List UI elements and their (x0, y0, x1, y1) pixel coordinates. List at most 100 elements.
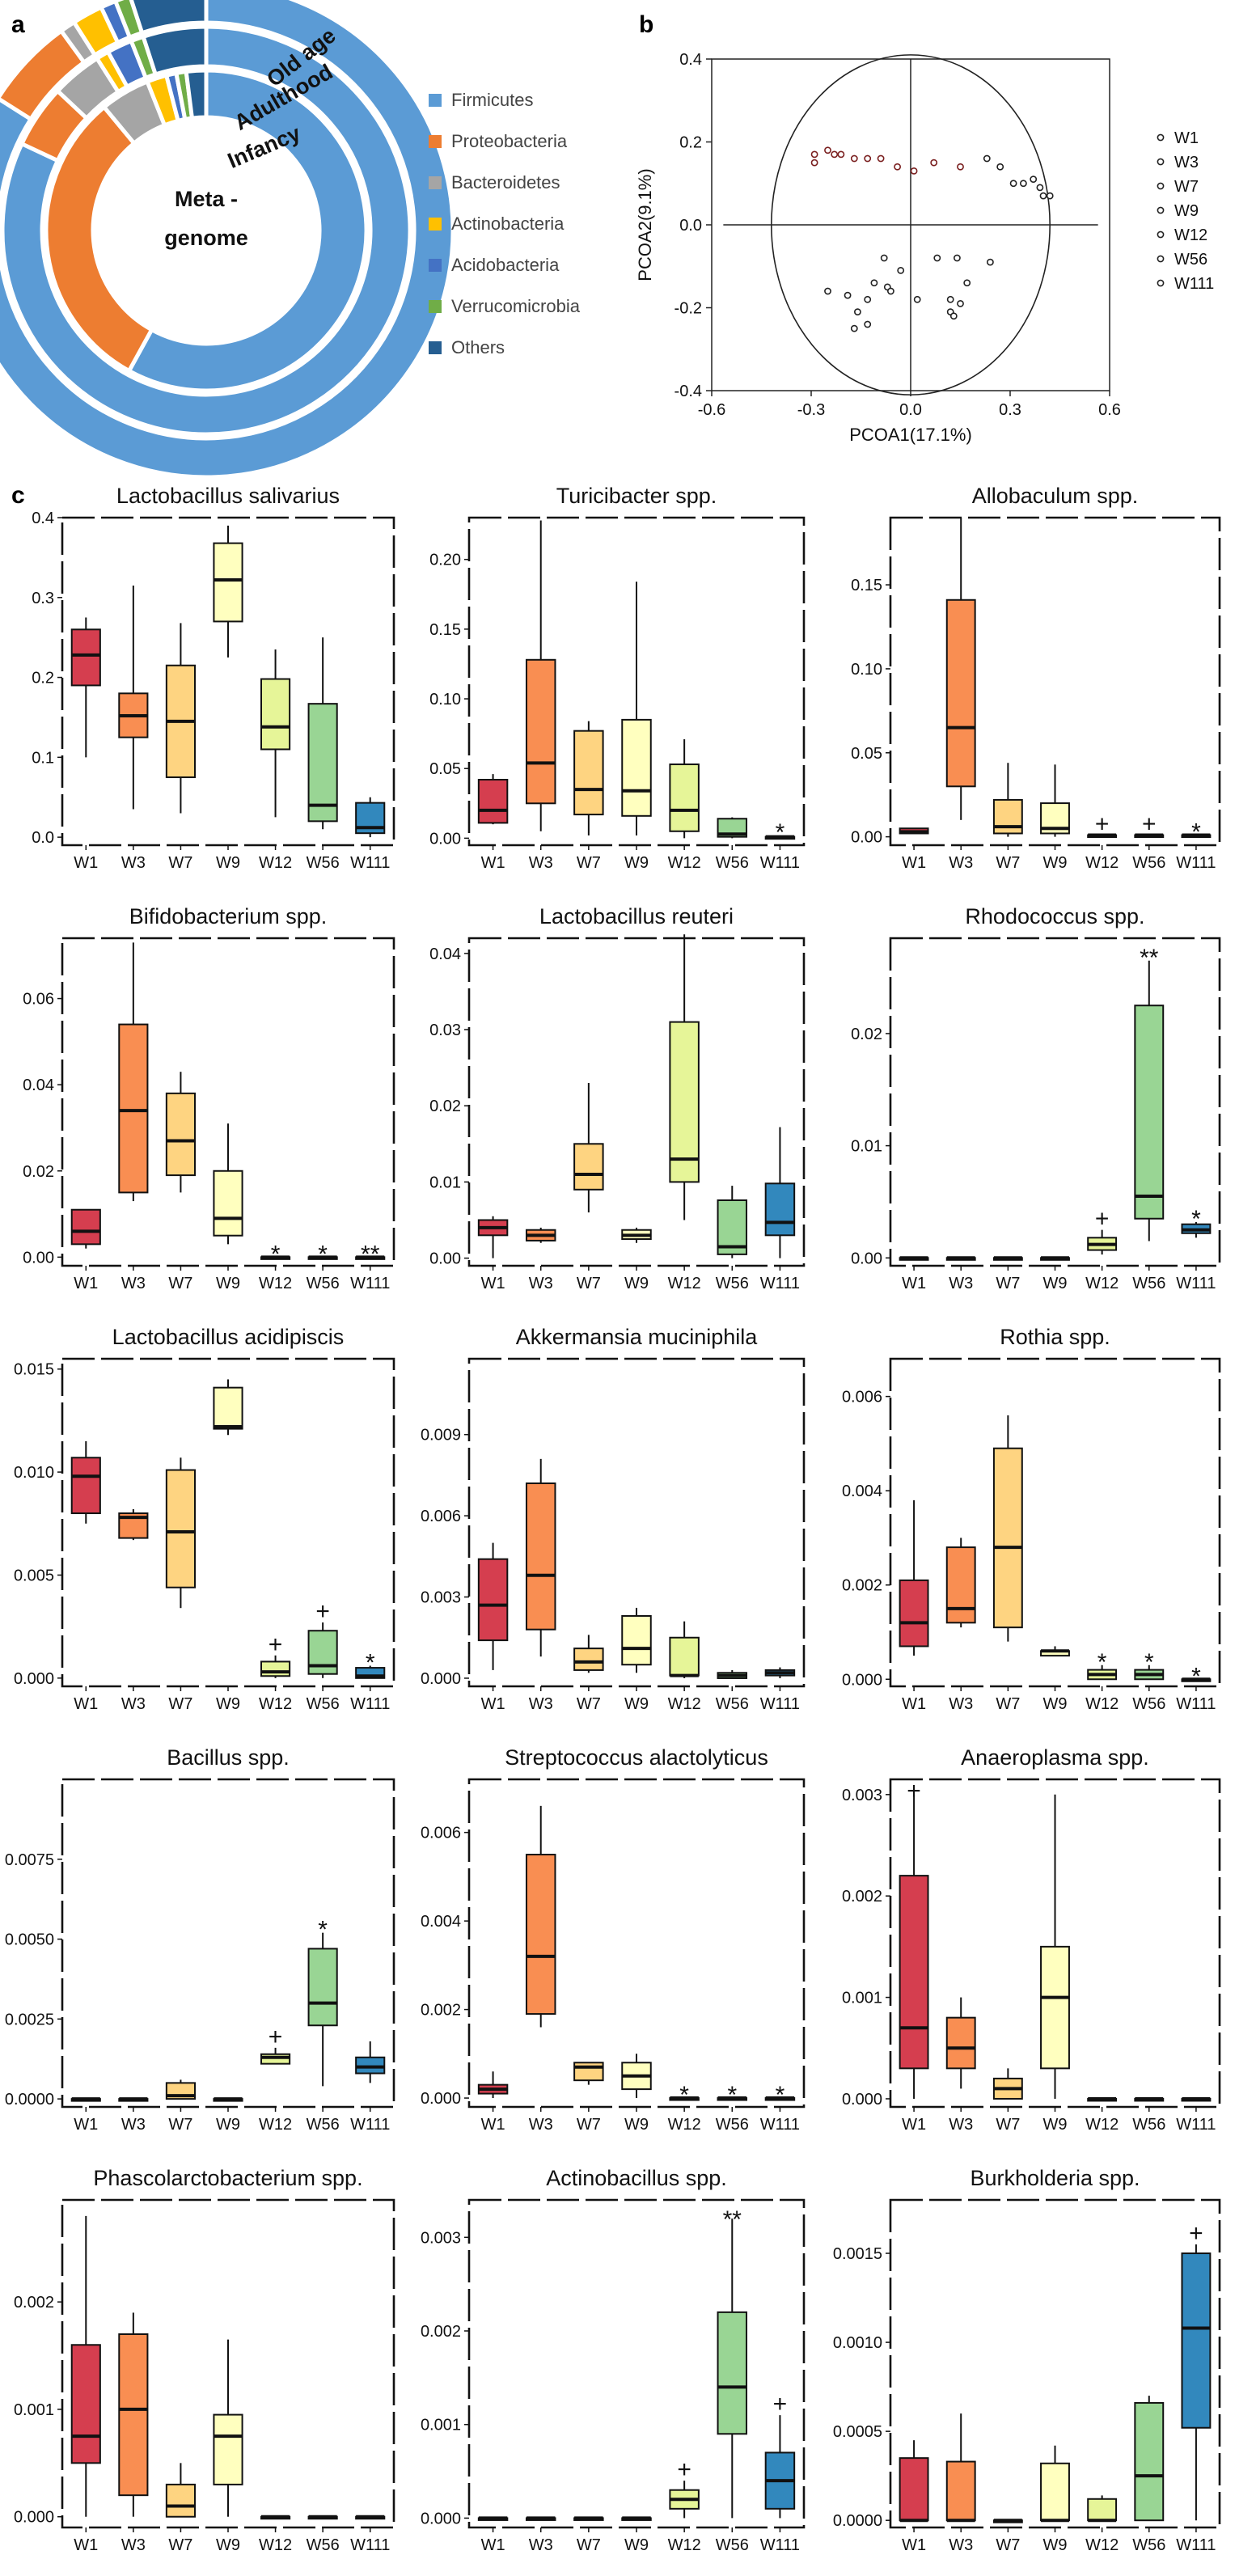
x-tick-label-w3: W3 (529, 854, 553, 872)
y-tick-label: 0.2 (32, 670, 54, 687)
donut-slice-infancy-proteobacteria (44, 104, 154, 374)
scatter-point (954, 254, 961, 262)
x-tick-label-w56: W56 (716, 2536, 749, 2554)
legend-marker-w1 (1157, 133, 1165, 142)
box-w3 (525, 1854, 556, 2016)
plot-frame (889, 937, 1221, 1267)
x-tick-label-w7: W7 (577, 2536, 601, 2554)
x-tick-label-w56: W56 (716, 1275, 749, 1292)
legend-swatch-actinobacteria (429, 218, 442, 231)
scatter-point (1009, 180, 1017, 188)
box-w1 (899, 1875, 929, 2070)
x-tick-label-w3: W3 (121, 1275, 146, 1292)
donut-slice-adulthood-others (140, 24, 209, 78)
box-w9 (213, 542, 243, 623)
significance-mark-w111: * (776, 2082, 785, 2109)
y-tick-label: 0.0 (679, 217, 702, 235)
x-tick-label-w1: W1 (902, 1695, 926, 1713)
x-tick-label-w12: W12 (259, 1275, 292, 1292)
x-tick-label-w9: W9 (624, 2116, 649, 2134)
y-tick-label: 0.00 (429, 1250, 461, 1268)
box-w1 (899, 2457, 929, 2522)
significance-mark-w12: + (269, 1631, 283, 1658)
x-tick-label-w56: W56 (1132, 2116, 1165, 2134)
legend-marker-w111 (1157, 279, 1165, 287)
x-tick-label-w111: W111 (350, 1695, 390, 1713)
significance-mark-w111: * (776, 819, 785, 846)
significance-mark-w56: * (318, 1917, 328, 1944)
donut-slice-adulthood-firmicutes (0, 24, 412, 437)
y-tick-label: 0.000 (842, 2091, 882, 2109)
y-tick-label: 0.004 (842, 1483, 882, 1500)
scatter-point (870, 279, 878, 287)
x-tick-label-w12: W12 (259, 2536, 292, 2554)
box-w1 (899, 1579, 929, 1648)
y-tick-label: 0.10 (429, 691, 461, 709)
donut-slice-old-age-firmicutes (0, 0, 455, 480)
x-tick-label-w7: W7 (996, 1275, 1020, 1292)
plot-title: Turicibacter spp. (556, 484, 717, 508)
box-w1 (70, 1208, 101, 1246)
plot-title: Akkermansia muciniphila (516, 1325, 759, 1349)
x-tick-label-w7: W7 (577, 1695, 601, 1713)
x-tick-label-w9: W9 (216, 2116, 240, 2134)
x-tick-label-w1: W1 (902, 854, 926, 872)
y-tick-label: 0.005 (14, 1567, 54, 1584)
x-tick-label-w56: W56 (307, 1695, 340, 1713)
box-w56 (307, 1948, 338, 2027)
x-tick-label-w7: W7 (996, 2116, 1020, 2134)
x-tick-label-w12: W12 (1085, 2536, 1119, 2554)
plot-title: Bifidobacterium spp. (129, 904, 328, 928)
plot-title: Rothia spp. (1000, 1325, 1110, 1349)
scatter-point (1020, 180, 1027, 188)
boxplot-phascolarctobacterium-spp: Phascolarctobacterium spp. 0.000 0.001 0.00… (14, 2166, 395, 2554)
box-w7 (165, 1092, 197, 1177)
box-w56 (1134, 1005, 1165, 1220)
y-tick-label: 0.000 (842, 1671, 882, 1689)
x-tick-label-w12: W12 (668, 2536, 701, 2554)
box-w1 (477, 779, 509, 824)
significance-mark-w12: + (1095, 811, 1110, 838)
y-tick-label: 0.001 (842, 1990, 882, 2007)
x-tick-label-w3: W3 (121, 2536, 146, 2554)
legend-marker-w9 (1157, 206, 1165, 214)
scatter-point (824, 287, 831, 295)
x-tick-label-w111: W111 (350, 2116, 390, 2134)
x-tick-label-w56: W56 (307, 2116, 340, 2134)
y-tick-label: 0.00 (23, 1249, 54, 1267)
legend-label-acidobacteria: Acidobacteria (451, 255, 560, 275)
box-w1 (70, 1457, 101, 1515)
x-tick-label-w12: W12 (668, 854, 701, 872)
y-tick-label: 0.2 (679, 134, 702, 152)
x-tick-label-w111: W111 (760, 2116, 800, 2134)
scatter-point (844, 291, 852, 299)
x-tick-label-w9: W9 (1043, 1695, 1068, 1713)
x-tick-label-w12: W12 (1085, 2116, 1119, 2134)
panel-c-boxplots: Lactobacillus salivarius 0.0 0.1 0.2 0.3 0.4 W… (5, 484, 1221, 2554)
boxplot-bifidobacterium-spp: Bifidobacterium spp. 0.00 0.02 0.04 0.06 W1 W3… (23, 904, 395, 1292)
box-w9 (621, 1614, 652, 1666)
y-tick-label: 0.05 (851, 745, 882, 763)
boxplot-lactobacillus-reuteri: Lactobacillus reuteri 0.00 0.01 0.02 0.03 0.0… (429, 904, 806, 1292)
scatter-point (910, 167, 918, 175)
plot-frame (467, 937, 806, 1267)
significance-mark-w56: ** (1140, 945, 1159, 971)
x-tick-label-w111: W111 (1176, 2536, 1216, 2554)
x-tick-label-w3: W3 (529, 1695, 553, 1713)
panel-a-legend: Firmicutes Proteobacteria Bacteroidetes Act… (429, 90, 581, 357)
x-tick-label-w56: W56 (716, 2116, 749, 2134)
scatter-point (864, 295, 872, 303)
x-tick-label-w111: W111 (1176, 854, 1216, 872)
box-w9 (213, 1170, 243, 1237)
legend-label-w12: W12 (1174, 226, 1207, 244)
x-tick-label-w7: W7 (168, 854, 192, 872)
y-tick-label: 0.0075 (5, 1851, 54, 1869)
scatter-point (824, 146, 831, 154)
boxplot-bacillus-spp: Bacillus spp. 0.0000 0.0025 0.0050 0.0075 W1 W… (5, 1745, 395, 2134)
y-tick-label: 0.0050 (5, 1931, 54, 1949)
scatter-point (983, 154, 991, 163)
x-tick-label-w9: W9 (1043, 2116, 1068, 2134)
box-w7 (573, 1143, 604, 1191)
x-tick-label: -0.3 (797, 401, 825, 419)
x-tick-label-w111: W111 (350, 854, 390, 872)
